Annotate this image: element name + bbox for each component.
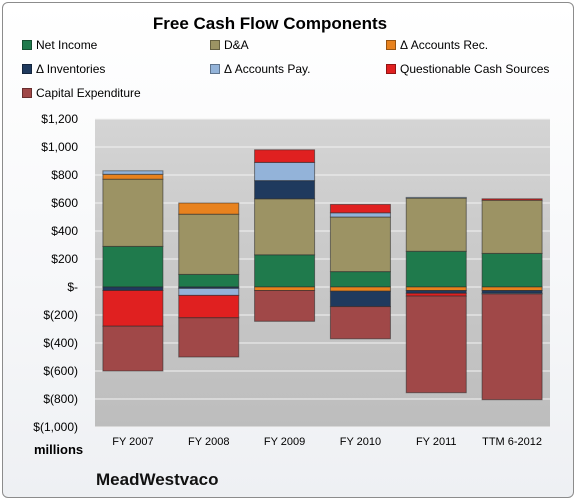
legend-item: Δ Accounts Pay. xyxy=(210,62,311,78)
bar-segment xyxy=(178,287,240,296)
bar-segment xyxy=(178,213,240,275)
legend-swatch xyxy=(22,87,32,98)
bar-segment xyxy=(102,170,164,175)
bar-segment xyxy=(254,149,316,163)
bar-segment xyxy=(329,286,391,292)
bar-segment xyxy=(329,203,391,214)
bar-segment xyxy=(405,295,467,394)
y-tick-label: $400 xyxy=(51,224,78,238)
bar-segment xyxy=(481,252,543,288)
bar-segment xyxy=(405,250,467,288)
chart-title: Free Cash Flow Components xyxy=(152,14,388,33)
bar-segment xyxy=(178,294,240,319)
bar-segment xyxy=(102,173,164,180)
legend-label: Questionable Cash Sources xyxy=(400,62,550,76)
y-tick-label: $(200) xyxy=(43,308,78,322)
legend-swatch xyxy=(386,63,396,74)
bar-segment xyxy=(481,286,543,291)
legend-label: Capital Expenditure xyxy=(36,86,141,100)
y-tick-label: $(400) xyxy=(43,336,78,350)
gridlines xyxy=(95,118,550,428)
legend-item: Net Income xyxy=(22,38,97,54)
legend-item: Questionable Cash Sources xyxy=(386,62,549,78)
x-tick-label: FY 2008 xyxy=(188,436,229,448)
legend-swatch xyxy=(22,63,32,74)
bar-segment xyxy=(254,180,316,200)
bar-segment xyxy=(102,286,164,291)
legend-label: Δ Accounts Rec. xyxy=(400,38,489,52)
bar-segment xyxy=(405,286,467,291)
legend-item: Δ Inventories xyxy=(22,62,105,78)
bar-segment xyxy=(178,202,240,215)
x-tick-label: FY 2010 xyxy=(340,436,381,448)
unit-label: millions xyxy=(34,442,84,457)
legend-swatch xyxy=(386,39,396,50)
bar-segment xyxy=(178,317,240,358)
bar-segment xyxy=(254,254,316,288)
legend-swatch xyxy=(22,39,32,50)
legend-label: Δ Inventories xyxy=(36,62,106,76)
y-tick-label: $- xyxy=(67,280,78,294)
bar-segment xyxy=(481,293,543,401)
company-name: MeadWestvaco xyxy=(96,470,219,489)
bar-segment xyxy=(102,290,164,327)
y-tick-label: $200 xyxy=(51,252,78,266)
x-tick-label: TTM 6-2012 xyxy=(482,436,542,448)
x-tick-label: FY 2009 xyxy=(264,436,305,448)
plot-area xyxy=(95,119,550,427)
bar-segment xyxy=(481,198,543,201)
bars xyxy=(102,149,543,401)
bar-segment xyxy=(329,216,391,273)
bar-segment xyxy=(329,271,391,288)
y-tick-label: $600 xyxy=(51,196,78,210)
bar-segment xyxy=(405,196,467,199)
y-tick-label: $(600) xyxy=(43,364,78,378)
bar-segment xyxy=(102,245,164,288)
bar-segment xyxy=(254,290,316,322)
y-tick-label: $1,000 xyxy=(41,140,78,154)
bar-segment xyxy=(178,273,240,288)
legend-swatch xyxy=(210,39,220,50)
legend-label: Net Income xyxy=(36,38,98,52)
x-tick-label: FY 2011 xyxy=(416,436,457,448)
bar-segment xyxy=(481,199,543,254)
y-tick-label: $(1,000) xyxy=(33,420,78,434)
bar-segment xyxy=(405,197,467,252)
legend-label: Δ Accounts Pay. xyxy=(224,62,311,76)
bar-segment xyxy=(329,306,391,340)
bar-segment xyxy=(254,198,316,256)
bar-segment xyxy=(102,325,164,372)
x-axis-ticks: FY 2007 FY 2008 FY 2009 FY 2010 FY 2011 TTM 6… xyxy=(112,436,542,448)
legend-item: Capital Expenditure xyxy=(22,86,141,102)
x-tick-label: FY 2007 xyxy=(112,436,153,448)
legend-label: D&A xyxy=(224,38,249,52)
bar-segment xyxy=(102,178,164,247)
legend-swatch xyxy=(210,63,220,74)
bar-segment xyxy=(254,286,316,291)
y-tick-label: $1,200 xyxy=(41,112,78,126)
legend-item: D&A xyxy=(210,38,249,54)
bar-segment xyxy=(254,161,316,182)
bar-segment xyxy=(329,290,391,308)
chart-legend: Net Income D&A Δ Accounts Rec. Δ Inventorie… xyxy=(22,38,562,108)
y-axis-ticks: $1,200 $1,000 $800 $600 $400 $200 $- $(200) $(40… xyxy=(33,112,78,434)
y-tick-label: $800 xyxy=(51,168,78,182)
y-tick-label: $(800) xyxy=(43,392,78,406)
legend-item: Δ Accounts Rec. xyxy=(386,38,488,54)
bar-segment xyxy=(329,212,391,218)
